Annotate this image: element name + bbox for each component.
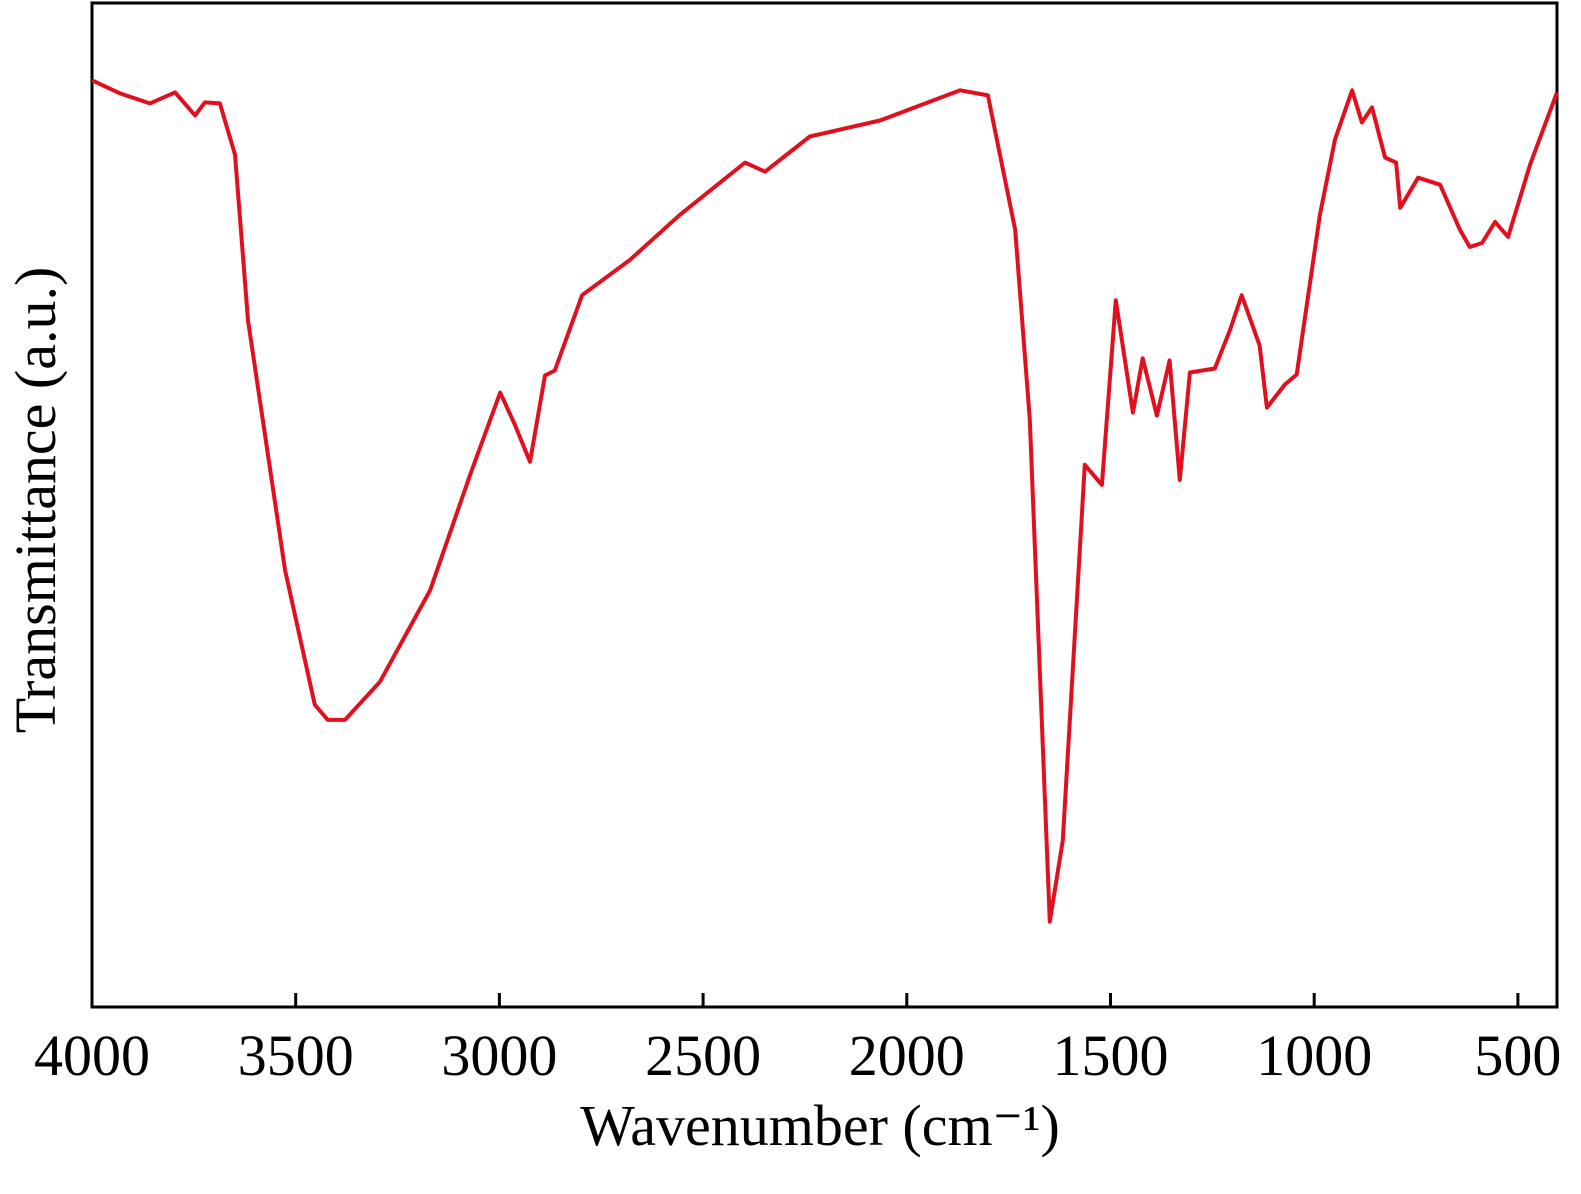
- x-tick-label: 500: [1474, 1023, 1561, 1088]
- x-tick-label: 3500: [238, 1023, 354, 1088]
- spectrum-line: [91, 78, 1559, 924]
- x-tick-label: 2500: [645, 1023, 761, 1088]
- x-axis-label: Wavenumber (cm⁻¹): [580, 1093, 1060, 1158]
- x-tick-label: 1000: [1256, 1023, 1372, 1088]
- plot-frame: [90, 1, 1559, 1009]
- x-tick-label: 2000: [849, 1023, 965, 1088]
- x-tick-label: 1500: [1052, 1023, 1168, 1088]
- x-tick-label: 3000: [441, 1023, 557, 1088]
- x-tick-label: 4000: [34, 1023, 150, 1088]
- y-axis-label: Transmittance (a.u.): [3, 267, 68, 734]
